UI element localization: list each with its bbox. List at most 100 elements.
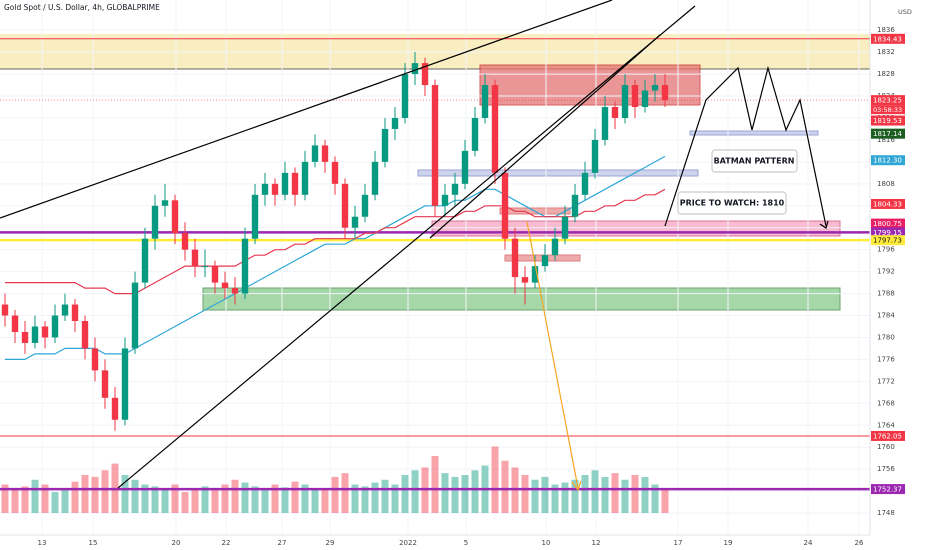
candle-body <box>81 321 89 349</box>
volume-bar <box>381 479 389 513</box>
volume-bar <box>471 470 479 513</box>
y-tick-label: 1796 <box>877 246 895 254</box>
candle-body <box>541 255 549 267</box>
y-tick-label: 1748 <box>877 509 895 517</box>
volume-bar <box>501 460 509 513</box>
y-tick-label: 1792 <box>877 268 895 276</box>
y-tick-label: 1776 <box>877 355 895 363</box>
price-tag-label: 1804.33 <box>873 200 902 208</box>
annotation: BATMAN PATTERN <box>714 157 795 166</box>
volume-bar <box>11 489 19 513</box>
volume-bar <box>461 475 469 513</box>
volume-bar <box>551 484 559 513</box>
volume-bar <box>171 484 179 513</box>
moving-average <box>5 188 666 295</box>
trend-line <box>117 5 696 489</box>
candle-body <box>571 194 579 217</box>
chart-title: Gold Spot / U.S. Dollar, 4h, GLOBALPRIME <box>4 3 160 12</box>
x-tick-label: 26 <box>855 539 864 547</box>
price-tag <box>871 33 905 44</box>
arrow <box>526 221 579 489</box>
candle-body <box>581 172 589 195</box>
candle-body <box>301 161 309 195</box>
price-tag-label: 1800.75 <box>873 220 902 228</box>
x-tick-label: 15 <box>89 539 98 547</box>
price-tag <box>871 227 905 238</box>
candle-body <box>321 145 329 162</box>
x-tick-label: 2022 <box>399 539 417 547</box>
volume-bar <box>341 473 349 513</box>
volume-bar <box>221 484 229 513</box>
drawings-front <box>0 0 829 492</box>
candle-body <box>591 139 599 173</box>
volume-bar <box>641 476 649 513</box>
candle-body <box>651 85 659 91</box>
candle-body <box>521 277 529 283</box>
candles <box>1 52 669 431</box>
price-tag-label: 1762.05 <box>873 432 902 440</box>
candle-body <box>151 205 159 239</box>
candle-body <box>201 266 209 268</box>
demand-box <box>202 287 841 311</box>
candle-body <box>41 326 49 338</box>
volume-bar <box>611 473 619 513</box>
candle-body <box>371 161 379 195</box>
price-tag <box>871 484 905 495</box>
y-tick-label: 1756 <box>877 465 895 473</box>
x-tick-label: 5 <box>464 539 468 547</box>
volume-bar <box>201 486 209 513</box>
volume-bar <box>541 476 549 513</box>
candle-body <box>531 266 539 283</box>
candle-body <box>101 370 109 398</box>
volume-bar <box>231 479 239 513</box>
price-tag <box>871 95 905 106</box>
price-tag <box>871 218 905 229</box>
candle-body <box>481 85 489 118</box>
x-tick-label: 22 <box>222 539 231 547</box>
volume-bar <box>591 470 599 513</box>
candle-body <box>281 172 289 195</box>
volume-bar <box>521 475 529 513</box>
volume-bar <box>181 492 189 513</box>
volume-bar <box>371 482 379 513</box>
price-tag-label: 1799.15 <box>873 229 902 237</box>
candle-body <box>231 288 239 294</box>
candle-body <box>661 85 669 101</box>
x-tick-label: 29 <box>326 539 335 547</box>
price-tag-label: 1819.53 <box>873 117 902 125</box>
candle-body <box>1 304 9 316</box>
y-tick-label: 1764 <box>877 421 895 429</box>
price-tag <box>871 430 905 441</box>
y-tick-label: 1768 <box>877 399 895 407</box>
candle-body <box>31 326 39 343</box>
price-tag <box>871 198 905 209</box>
volume-bar <box>241 482 249 513</box>
volume-bar <box>281 487 289 513</box>
candle-body <box>71 304 79 321</box>
pivot-box <box>431 220 841 237</box>
candle-body <box>421 63 429 86</box>
trend-line <box>429 34 661 239</box>
candle-body <box>311 145 319 162</box>
candle-body <box>171 200 179 234</box>
volume-bar <box>391 484 399 513</box>
trend-line <box>0 0 613 219</box>
candle-body <box>391 117 399 129</box>
volume-bar <box>631 475 639 513</box>
volume-bar <box>491 446 499 513</box>
y-tick-label: 1836 <box>877 26 895 34</box>
volume-bar <box>91 476 99 513</box>
countdown: 03:58:33 <box>873 106 902 114</box>
y-tick-label: 1816 <box>877 136 895 144</box>
volume-bar <box>1 484 9 513</box>
volume-bar <box>141 484 149 513</box>
volume-bar <box>101 470 109 513</box>
price-tag-label: 1834.43 <box>873 35 902 43</box>
y-tick-label: 1772 <box>877 377 895 385</box>
volume-bar <box>531 479 539 513</box>
y-tick-label: 1808 <box>877 180 895 188</box>
candle-body <box>131 282 139 349</box>
candle-body <box>191 249 199 267</box>
volume-pane <box>1 446 669 513</box>
